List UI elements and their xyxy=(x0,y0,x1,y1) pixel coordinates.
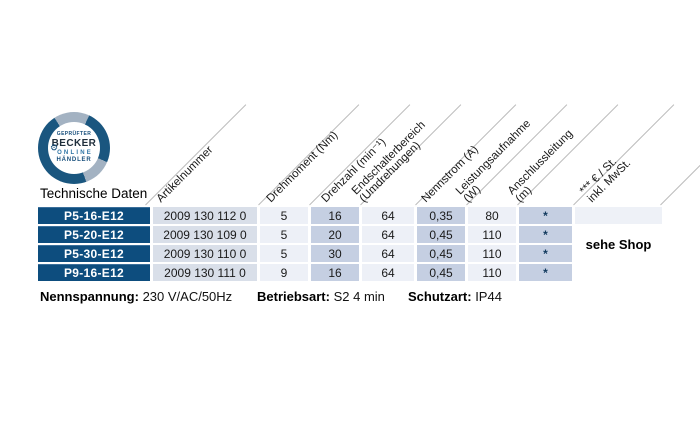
anschlussleitung-cell: * xyxy=(519,245,572,262)
drehmoment-cell: 5 xyxy=(260,245,308,262)
anschlussleitung-cell: * xyxy=(519,264,572,281)
model-cell: P5-20-E12 xyxy=(38,226,150,243)
model-cell: P5-30-E12 xyxy=(38,245,150,262)
drehzahl-cell: 30 xyxy=(311,245,359,262)
nennspannung-spec: Nennspannung: 230 V/AC/50Hz xyxy=(40,289,232,304)
nennspannung-label: Nennspannung: xyxy=(40,289,139,304)
header-divider xyxy=(660,104,700,206)
schutzart-spec: Schutzart: IP44 xyxy=(408,289,502,304)
preis-cell xyxy=(575,264,662,281)
endschalterbereich-cell: 64 xyxy=(362,245,414,262)
leistungsaufnahme-cell: 110 xyxy=(468,226,516,243)
badge-line-geprueexter: GEPRÜFTER xyxy=(56,131,92,138)
badge-line-haendler: HÄNDLER xyxy=(56,156,92,163)
badge-line-becker: BECKER xyxy=(51,138,97,150)
drehmoment-cell: 9 xyxy=(260,264,308,281)
anschlussleitung-cell: * xyxy=(519,226,572,243)
leistungsaufnahme-cell: 80 xyxy=(468,207,516,224)
schutzart-label: Schutzart: xyxy=(408,289,472,304)
drehzahl-cell: 20 xyxy=(311,226,359,243)
anschlussleitung-cell: * xyxy=(519,207,572,224)
nennstrom-cell: 0,45 xyxy=(417,245,465,262)
nennstrom-cell: 0,45 xyxy=(417,264,465,281)
artikelnummer-cell: 2009 130 109 0 xyxy=(153,226,257,243)
header-label: Artikelnummer xyxy=(154,144,216,205)
leistungsaufnahme-cell: 110 xyxy=(468,245,516,262)
betriebsart-spec: Betriebsart: S2 4 min xyxy=(257,289,385,304)
artikelnummer-cell: 2009 130 112 0 xyxy=(153,207,257,224)
badge-inner: ⚙ GEPRÜFTER BECKER ONLINE HÄNDLER xyxy=(48,122,100,174)
nennspannung-value: 230 V/AC/50Hz xyxy=(142,289,233,304)
becker-online-haendler-badge[interactable]: ⚙ GEPRÜFTER BECKER ONLINE HÄNDLER xyxy=(38,112,110,184)
endschalterbereich-cell: 64 xyxy=(362,207,414,224)
artikelnummer-cell: 2009 130 110 0 xyxy=(153,245,257,262)
section-title: Technische Daten xyxy=(40,186,148,201)
preis-cell xyxy=(575,207,662,224)
schutzart-value: IP44 xyxy=(475,289,502,304)
endschalterbereich-cell: 64 xyxy=(362,264,414,281)
drehmoment-cell: 5 xyxy=(260,226,308,243)
drehzahl-cell: 16 xyxy=(311,207,359,224)
endschalterbereich-cell: 64 xyxy=(362,226,414,243)
artikelnummer-cell: 2009 130 111 0 xyxy=(153,264,257,281)
nennstrom-cell: 0,35 xyxy=(417,207,465,224)
spec-table: P5-16-E12 2009 130 112 0 5 16 64 0,35 80… xyxy=(38,207,662,281)
price-note: sehe Shop xyxy=(585,236,652,252)
badge-line-online: ONLINE xyxy=(57,149,93,156)
nennstrom-cell: 0,45 xyxy=(417,226,465,243)
gear-icon: ⚙ xyxy=(50,142,59,153)
model-cell: P9-16-E12 xyxy=(38,264,150,281)
drehmoment-cell: 5 xyxy=(260,207,308,224)
leistungsaufnahme-cell: 110 xyxy=(468,264,516,281)
betriebsart-label: Betriebsart: xyxy=(257,289,330,304)
model-cell: P5-16-E12 xyxy=(38,207,150,224)
betriebsart-value: S2 4 min xyxy=(333,289,385,304)
drehzahl-cell: 16 xyxy=(311,264,359,281)
